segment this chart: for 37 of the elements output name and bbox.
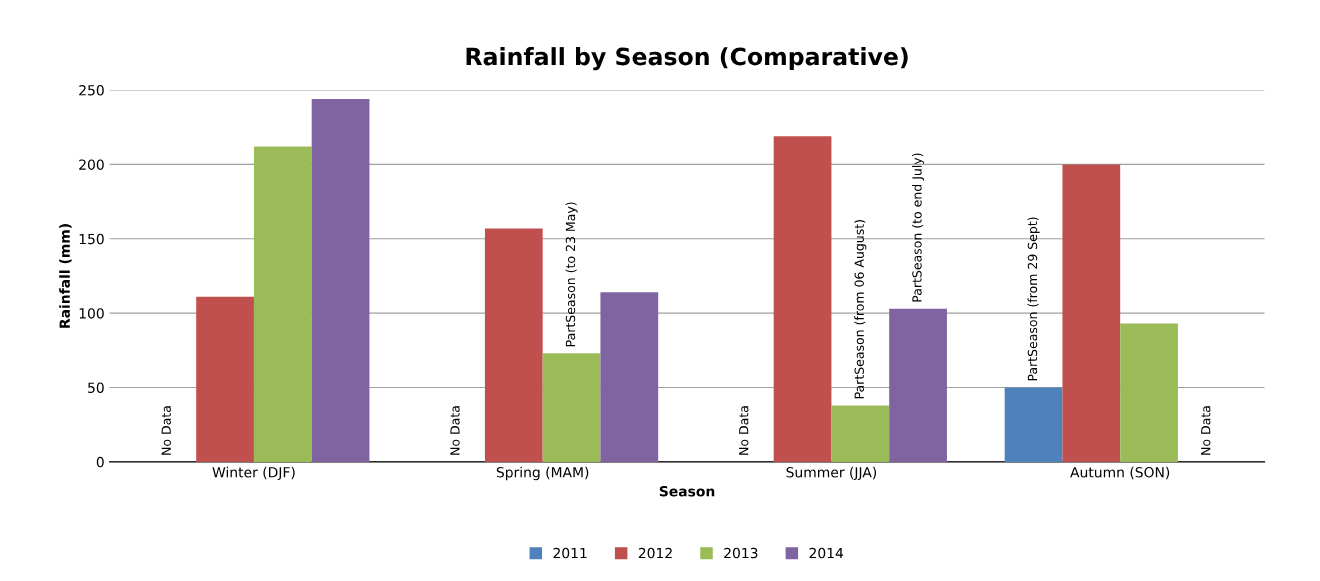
legend-label: 2014 bbox=[809, 547, 844, 559]
y-tick-label: 250 bbox=[79, 85, 104, 96]
legend-label: 2013 bbox=[724, 547, 758, 559]
y-tick-label: 50 bbox=[88, 382, 104, 393]
data-label: PartSeason (to end July) bbox=[912, 153, 925, 302]
data-label: PartSeason (from 06 August) bbox=[854, 220, 867, 399]
text: No Data bbox=[739, 406, 749, 455]
text: No Data bbox=[161, 406, 171, 455]
bar bbox=[773, 136, 832, 462]
bar bbox=[253, 146, 312, 462]
y-tick-label: 100 bbox=[79, 308, 104, 319]
bar bbox=[1004, 387, 1063, 462]
x-tick-label: Spring (MAM) bbox=[496, 466, 589, 481]
text: No Data bbox=[450, 406, 460, 455]
legend-label: 2011 bbox=[553, 547, 587, 559]
y-axis-title: Rainfall (mm) bbox=[59, 224, 72, 328]
bar bbox=[1062, 164, 1121, 462]
bar bbox=[484, 228, 543, 462]
bar bbox=[196, 296, 254, 462]
bar bbox=[542, 353, 601, 462]
x-tick-label: Summer (JJA) bbox=[786, 466, 877, 481]
x-tick-label: Winter (DJF) bbox=[212, 466, 295, 481]
bar bbox=[600, 292, 659, 462]
bar bbox=[311, 98, 370, 462]
legend-label: 2012 bbox=[638, 547, 672, 559]
data-label: PartSeason (to 23 May) bbox=[565, 202, 578, 347]
bar bbox=[831, 405, 890, 462]
bar bbox=[1120, 323, 1178, 462]
text: No Data bbox=[1201, 406, 1211, 455]
chart-title: Rainfall by Season (Comparative) bbox=[466, 47, 908, 71]
bar bbox=[889, 308, 947, 462]
y-tick-label: 200 bbox=[79, 159, 104, 170]
y-tick-label: 0 bbox=[96, 456, 104, 468]
x-axis-title: Season bbox=[659, 486, 715, 497]
data-label: PartSeason (from 29 Sept) bbox=[1027, 217, 1040, 381]
x-tick-label: Autumn (SON) bbox=[1070, 466, 1170, 480]
y-tick-label: 150 bbox=[79, 233, 104, 245]
